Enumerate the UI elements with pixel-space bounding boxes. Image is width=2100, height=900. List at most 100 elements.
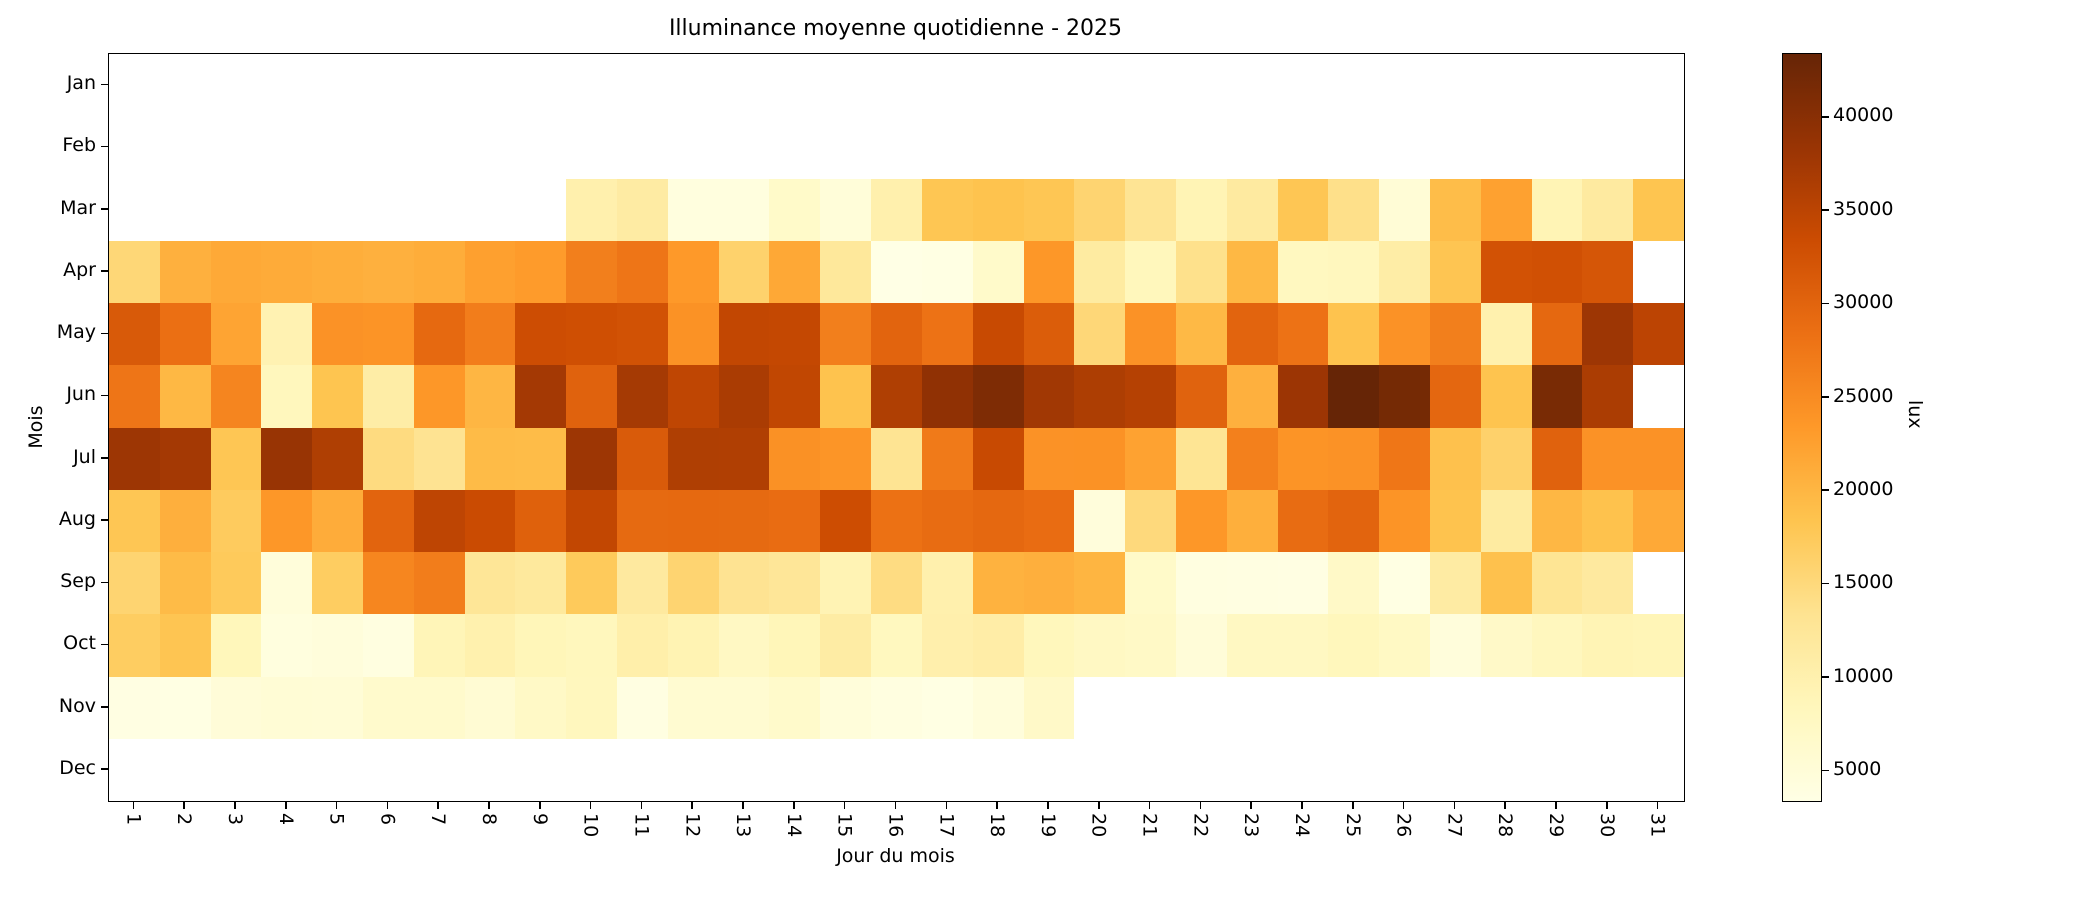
heatmap-cell: [1582, 178, 1634, 241]
heatmap-cell: [1582, 614, 1634, 677]
colorbar-tick-mark: [1822, 302, 1829, 305]
heatmap-cell: [820, 489, 872, 552]
x-tick-mark: [1656, 802, 1659, 809]
heatmap-cell: [1379, 54, 1430, 117]
heatmap-cell: [1633, 116, 1684, 179]
heatmap-cell: [210, 365, 262, 428]
x-tick-mark: [1402, 802, 1405, 809]
heatmap-cell: [159, 489, 211, 552]
heatmap-cell: [413, 614, 465, 677]
heatmap-cell: [972, 240, 1024, 303]
x-tick-label: 27: [1443, 813, 1466, 838]
y-tick-mark: [101, 457, 108, 459]
heatmap-cell: [159, 54, 211, 117]
heatmap-cell: [1277, 738, 1329, 801]
heatmap-cell: [769, 54, 821, 117]
heatmap-cell: [1582, 552, 1634, 615]
heatmap-cell: [261, 738, 313, 801]
y-tick-mark: [101, 768, 108, 770]
heatmap-cell: [1226, 240, 1278, 303]
heatmap-cell: [1379, 489, 1430, 552]
heatmap-cell: [413, 240, 465, 303]
heatmap-cell: [871, 240, 922, 303]
heatmap-cell: [1328, 365, 1380, 428]
heatmap-cell: [1328, 614, 1380, 677]
heatmap-cell: [261, 365, 313, 428]
heatmap-cell: [109, 552, 160, 615]
heatmap-cell: [1328, 303, 1380, 366]
heatmap-cell: [1277, 552, 1329, 615]
heatmap-cell: [464, 178, 516, 241]
heatmap-cell: [363, 116, 414, 179]
heatmap-cell: [820, 676, 872, 739]
x-tick-label: 19: [1036, 813, 1059, 838]
heatmap-cell: [1175, 738, 1227, 801]
x-tick-label: 31: [1646, 813, 1669, 838]
x-tick-mark: [1504, 802, 1506, 809]
heatmap-cell: [820, 552, 872, 615]
heatmap-cell: [1074, 365, 1126, 428]
heatmap-cell: [109, 54, 160, 117]
heatmap-cell: [159, 427, 211, 490]
heatmap-cell: [871, 116, 922, 179]
colorbar-tick-mark: [1822, 676, 1829, 678]
heatmap-cell: [1633, 54, 1684, 117]
heatmap-cell: [566, 676, 618, 739]
heatmap-cell: [464, 116, 516, 179]
heatmap-cell: [667, 427, 719, 490]
x-tick-mark: [1250, 802, 1252, 809]
heatmap-cell: [413, 738, 465, 801]
heatmap-cell: [515, 489, 567, 552]
heatmap-cell: [159, 738, 211, 801]
x-tick-label: 25: [1341, 813, 1364, 838]
x-axis-title: Jour du mois: [836, 845, 955, 867]
heatmap-cell: [871, 676, 922, 739]
heatmap-cell: [820, 427, 872, 490]
heatmap-cell: [1633, 614, 1684, 677]
y-tick-label: Feb: [62, 134, 96, 157]
x-tick-mark: [640, 802, 643, 809]
heatmap-cell: [363, 427, 414, 490]
heatmap-cell: [1531, 54, 1583, 117]
colorbar-tick-label: 35000: [1833, 197, 1894, 220]
heatmap-cell: [1480, 54, 1532, 117]
x-tick-mark: [488, 802, 490, 809]
heatmap-cell: [312, 738, 364, 801]
heatmap-cell: [667, 303, 719, 366]
heatmap-cell: [1328, 427, 1380, 490]
heatmap-cell: [972, 738, 1024, 801]
x-tick-mark: [132, 802, 135, 809]
heatmap-cell: [871, 614, 922, 677]
heatmap-cell: [464, 614, 516, 677]
colorbar-label: lux: [1904, 400, 1926, 429]
heatmap-cell: [1277, 489, 1329, 552]
heatmap-cell: [1480, 240, 1532, 303]
heatmap-cell: [667, 614, 719, 677]
heatmap-cell: [312, 614, 364, 677]
heatmap-cell: [769, 552, 821, 615]
colorbar-tick-label: 15000: [1833, 571, 1894, 594]
heatmap-cell: [1175, 240, 1227, 303]
heatmap-cell: [566, 116, 618, 179]
heatmap-cell: [820, 303, 872, 366]
heatmap-cell: [566, 54, 618, 117]
x-tick-label: 10: [579, 813, 602, 838]
heatmap-cell: [1379, 676, 1430, 739]
heatmap-cell: [1633, 552, 1684, 615]
heatmap-cell: [1582, 738, 1634, 801]
heatmap-cell: [363, 676, 414, 739]
x-tick-label: 16: [884, 813, 907, 838]
heatmap-cell: [1226, 116, 1278, 179]
heatmap-cell: [972, 116, 1024, 179]
heatmap-cell: [261, 116, 313, 179]
heatmap-cell: [1429, 552, 1481, 615]
heatmap-cell: [413, 552, 465, 615]
colorbar-tick-label: 40000: [1833, 104, 1894, 127]
y-tick-label: Jun: [66, 383, 96, 406]
heatmap-cell: [921, 738, 973, 801]
heatmap-cell: [1277, 303, 1329, 366]
heatmap-cell: [1379, 427, 1430, 490]
heatmap-cell: [1125, 738, 1176, 801]
heatmap-cell: [1429, 303, 1481, 366]
heatmap-cell: [261, 489, 313, 552]
